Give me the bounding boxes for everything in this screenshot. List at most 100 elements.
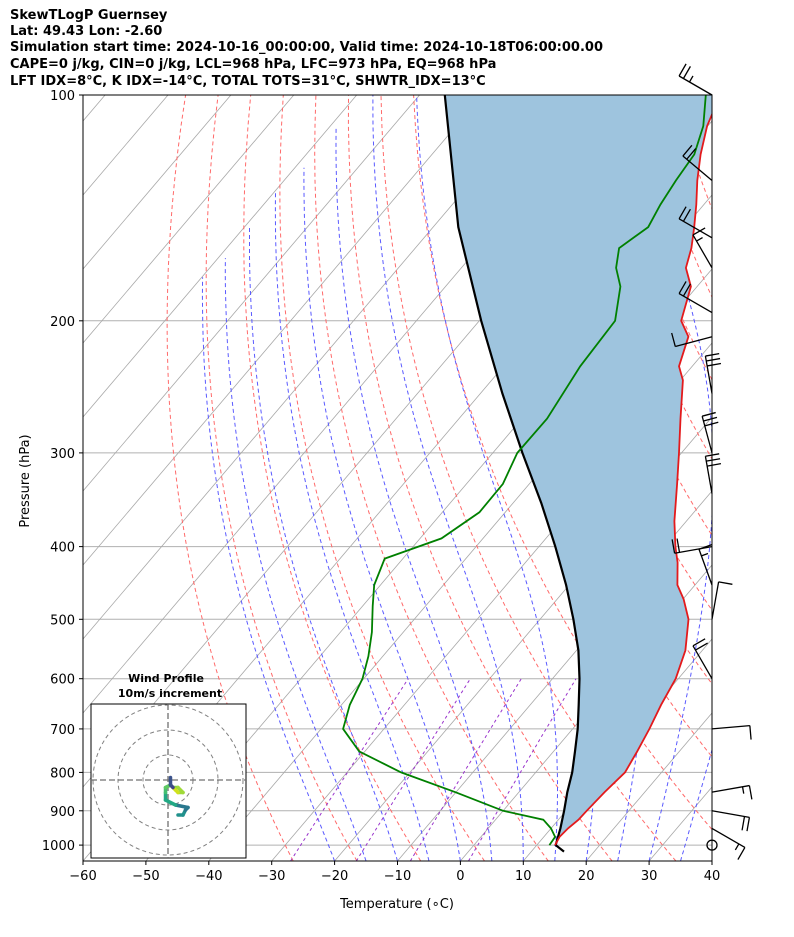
barb-flag [749, 725, 752, 740]
dry-adiabat [279, 95, 485, 861]
moist-adiabat [249, 227, 398, 861]
wind-barb [711, 581, 733, 620]
barb-staff [678, 292, 713, 314]
x-tick-label: 10 [515, 869, 532, 884]
moist-adiabat [303, 167, 461, 861]
moist-adiabat [335, 125, 493, 861]
dry-adiabat [243, 95, 422, 861]
barb-flag [695, 642, 708, 651]
wind-barb [711, 810, 751, 832]
moist-adiabat [201, 277, 336, 861]
mixing-ratio-line [355, 678, 471, 861]
x-tick-label: −60 [69, 869, 96, 884]
temperature-line [554, 112, 712, 846]
y-tick-label: 1000 [42, 839, 75, 854]
dry-adiabat [739, 95, 794, 861]
y-tick-label: 800 [50, 766, 75, 781]
barb-flag [703, 416, 718, 422]
hodograph-title: Wind Profile [128, 672, 204, 685]
barb-flag [676, 538, 681, 553]
y-tick-label: 100 [50, 89, 75, 104]
hodograph-panel: Wind Profile 10m/s increment [90, 672, 247, 859]
barb-staff [678, 75, 713, 96]
barb-staff [711, 810, 750, 819]
x-tick-label: −20 [321, 869, 348, 884]
isotherm-line [83, 95, 232, 270]
wind-barb [711, 784, 753, 800]
barb-flag [707, 463, 722, 467]
y-tick-label: 500 [50, 613, 75, 628]
barb-staff [711, 724, 750, 730]
wind-barb [711, 827, 746, 860]
wind-barb [671, 538, 713, 554]
wind-barb [701, 411, 719, 454]
barb-flag [692, 227, 706, 236]
wind-barb [692, 227, 713, 269]
moist-adiabat [633, 95, 712, 861]
barb-flag [704, 421, 719, 427]
barb-flag [706, 458, 721, 462]
barb-flag [678, 281, 687, 294]
barb-half-flag [741, 786, 745, 794]
barb-flag [686, 148, 697, 160]
title-times: Simulation start time: 2024-10-16_00:00:… [10, 40, 603, 55]
x-tick-label: 30 [641, 869, 658, 884]
barb-flag [682, 283, 691, 297]
barb-staff [711, 827, 746, 848]
barb-flag [705, 453, 720, 457]
barb-flag [701, 411, 716, 417]
dry-adiabat [314, 95, 549, 861]
dry-adiabat [166, 95, 294, 861]
x-tick-label: 0 [456, 869, 464, 884]
profile-lines [342, 95, 712, 853]
wind-barb [671, 332, 713, 348]
mixing-ratio-line [409, 678, 522, 861]
x-tick-label: 40 [704, 869, 721, 884]
dewpoint-line [342, 95, 707, 846]
isotherm-line [83, 95, 106, 122]
barb-staff [698, 549, 713, 586]
barb-flag [682, 144, 693, 157]
barb-flag [746, 817, 751, 832]
isotherm-line [83, 95, 295, 344]
isotherm-line [83, 95, 420, 492]
title-latlon: Lat: 49.43 Lon: -2.60 [10, 24, 163, 39]
barb-staff [704, 355, 713, 394]
isotherm-line [585, 712, 712, 861]
barb-staff [682, 155, 713, 181]
x-axis-label: Temperature (∘C) [339, 897, 454, 912]
wind-barb [678, 63, 713, 96]
isotherm-line [460, 564, 712, 861]
wind-barb [704, 353, 722, 394]
mixing-ratio-line [468, 678, 577, 861]
hodograph-segment [173, 803, 190, 810]
wind-barb [678, 206, 713, 239]
barb-flag [671, 332, 676, 347]
barb-staff [701, 416, 713, 454]
barb-staff [704, 456, 713, 494]
barb-flag [718, 581, 733, 585]
barb-staff [711, 581, 720, 620]
dry-adiabat [478, 95, 712, 685]
parcel-profile-line [443, 95, 581, 853]
cape-fill [444, 95, 712, 846]
barb-flag [741, 816, 746, 831]
barb-flag [748, 785, 753, 800]
barb-flag [698, 543, 713, 550]
axes: −60 −50 −40 −30 −20 −10 0 10 20 30 40 1000 900 800 700… [42, 89, 720, 884]
isotherm-line [83, 95, 483, 566]
barb-half-flag [701, 552, 709, 557]
hodograph-segment [163, 798, 178, 807]
isotherm-line [83, 95, 358, 418]
barb-flag [692, 638, 706, 647]
barb-half-flag [696, 236, 703, 242]
barb-flag [737, 847, 746, 860]
isotherm-line [775, 95, 794, 861]
x-tick-label: −40 [195, 869, 222, 884]
barb-flag [671, 539, 676, 554]
dry-adiabat [706, 95, 712, 113]
barb-half-flag [734, 843, 740, 851]
wind-barb [698, 543, 713, 586]
y-tick-label: 900 [50, 805, 75, 820]
